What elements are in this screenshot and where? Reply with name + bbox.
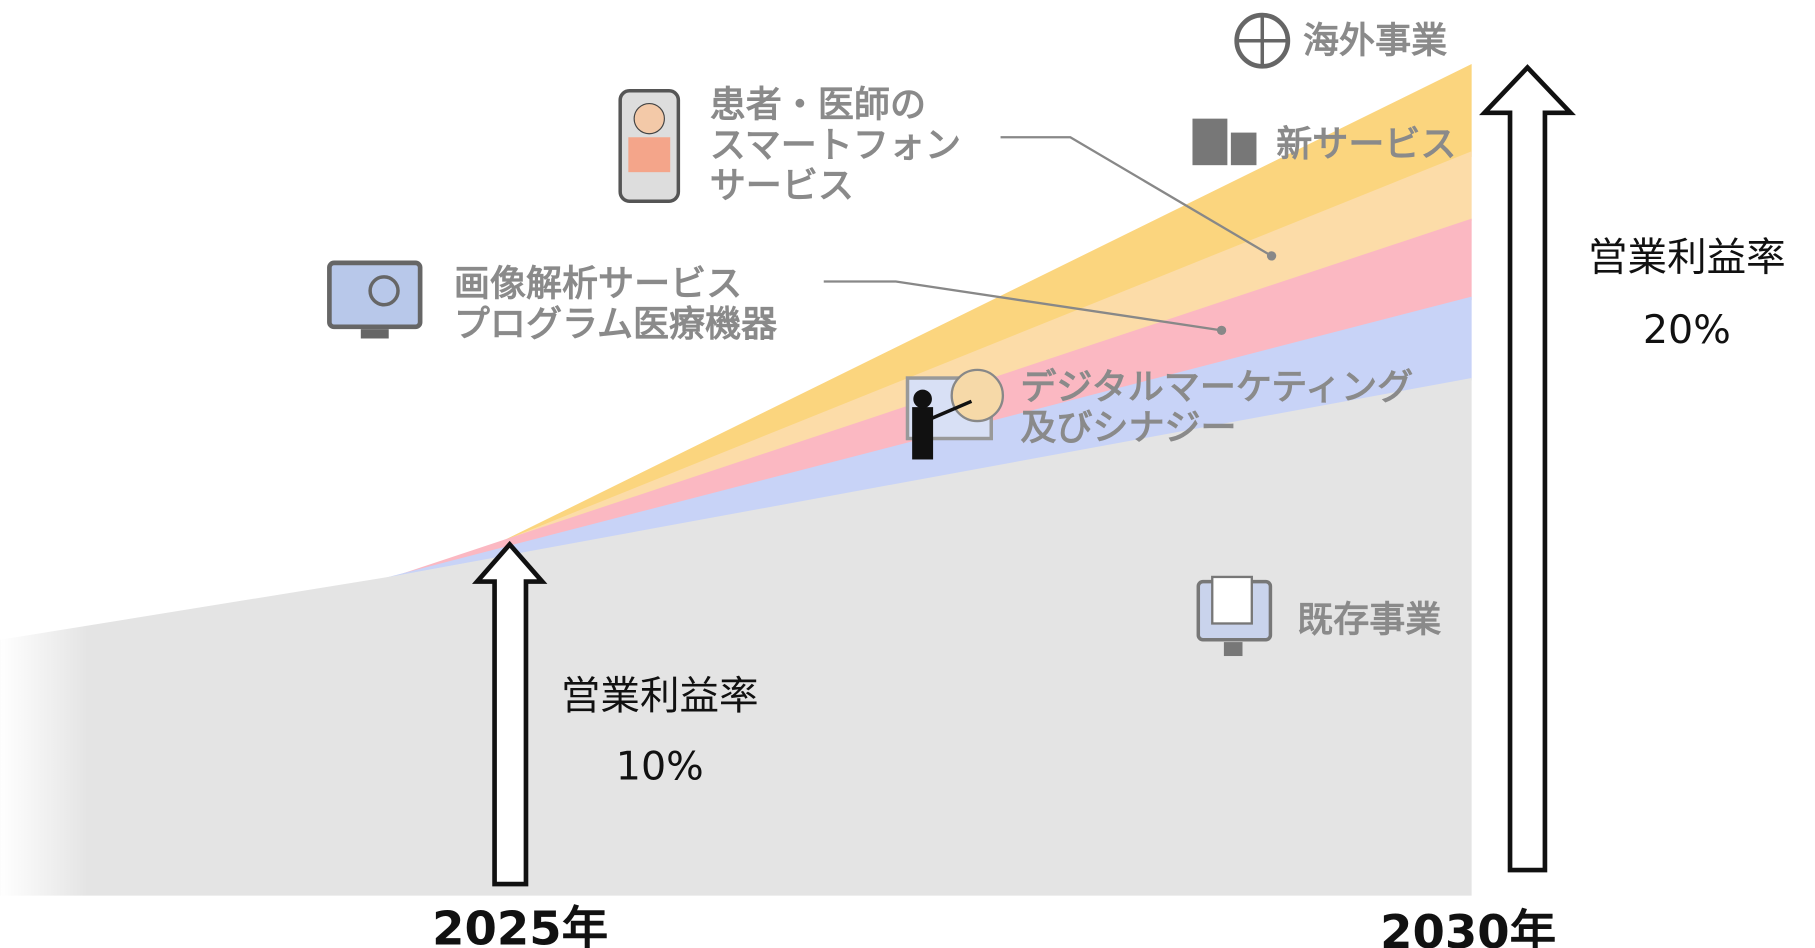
segment-label: プログラム医療機器 xyxy=(454,303,778,345)
rate-label: 営業利益率 xyxy=(1588,235,1786,281)
year-label: 2025年 xyxy=(432,902,608,948)
segment-label: 患者・医師の xyxy=(710,83,926,125)
arrow-2030 xyxy=(1484,67,1570,870)
segment-label: サービス xyxy=(710,165,854,207)
rate-value: 10% xyxy=(616,743,704,789)
segment-label: 海外事業 xyxy=(1303,19,1447,61)
year-label: 2030年 xyxy=(1380,905,1556,948)
icon-phone xyxy=(620,91,678,202)
segment-label: デジタルマーケティング xyxy=(1020,366,1413,408)
leader-dot xyxy=(1217,326,1226,335)
icon-building xyxy=(1192,119,1256,166)
segment-label: 画像解析サービス xyxy=(454,262,742,304)
segment-label: 新サービス xyxy=(1276,123,1456,165)
icon-monitor xyxy=(329,263,420,339)
icon-globe xyxy=(1237,15,1288,66)
diagram: 海外事業 新サービス 患者・医師の スマートフォン サービス 画像解析サービス … xyxy=(0,0,1815,948)
page: {"segments": { "overseas": "海外事業", "new_… xyxy=(0,0,1815,948)
segment-label: 及びシナジー xyxy=(1020,407,1236,449)
segment-label: 既存事業 xyxy=(1297,599,1441,641)
segment-label: スマートフォン xyxy=(710,124,961,166)
leader-dot xyxy=(1267,251,1276,260)
rate-value: 20% xyxy=(1643,307,1731,353)
rate-label: 営業利益率 xyxy=(561,674,759,720)
